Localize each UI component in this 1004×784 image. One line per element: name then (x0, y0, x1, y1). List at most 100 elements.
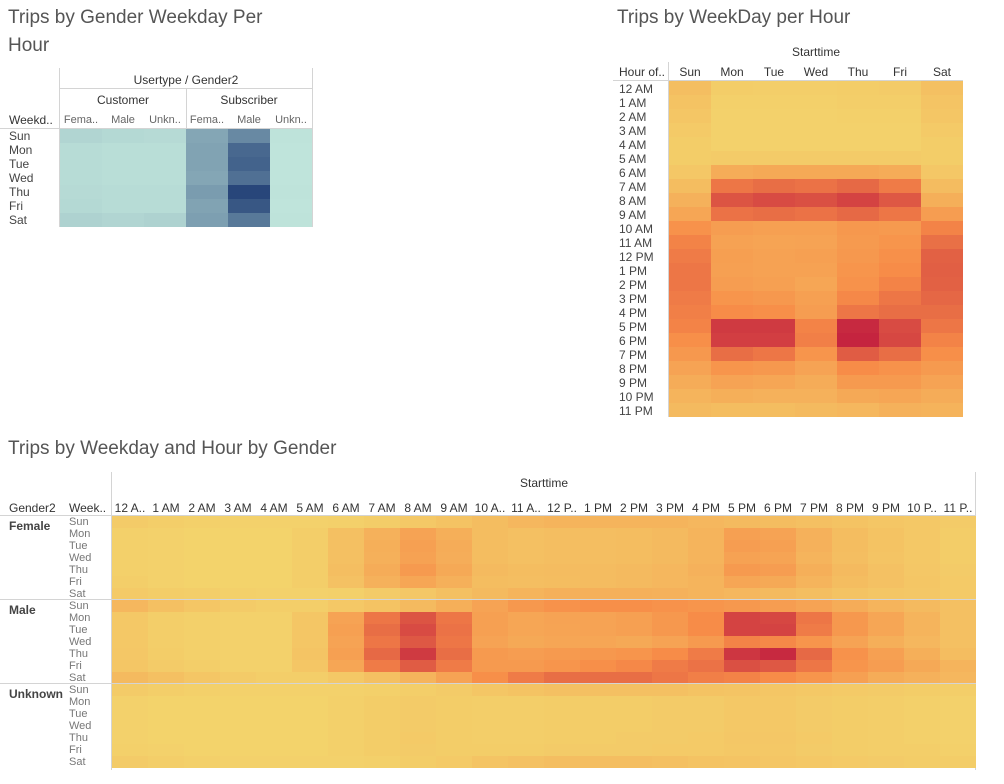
chart1-divider (60, 88, 312, 89)
chart3-cell (364, 588, 400, 600)
chart1-cell (102, 129, 144, 143)
chart3-row-label: Sat (69, 588, 86, 600)
chart2-cell (837, 137, 879, 151)
chart3-cell (652, 540, 688, 552)
chart2-row-label: 12 AM (619, 82, 654, 96)
chart3-cell (580, 744, 616, 756)
chart3-cell (472, 540, 508, 552)
chart3-cell (472, 696, 508, 708)
chart2-row-label: 1 AM (619, 96, 647, 110)
chart3-cell (940, 564, 976, 576)
chart3-cell (688, 612, 724, 624)
chart3-cell (220, 732, 256, 744)
chart3-cell (220, 756, 256, 768)
chart3-row-label: Fri (69, 660, 82, 672)
chart3-cell (148, 564, 184, 576)
chart2-cell (879, 151, 921, 165)
chart2-col-label: Thu (847, 65, 869, 79)
chart3-cell (868, 756, 904, 768)
chart3-cell (220, 552, 256, 564)
chart2-divider (668, 62, 669, 417)
chart2-cell (879, 403, 921, 417)
chart2-cell (753, 403, 795, 417)
chart2-cell (753, 193, 795, 207)
chart1-col-label: Unkn.. (275, 114, 307, 126)
chart3-cell (652, 528, 688, 540)
chart2-cell (669, 109, 711, 123)
chart3-cell (364, 612, 400, 624)
chart3-cell (724, 732, 760, 744)
chart3-cell (112, 684, 148, 696)
chart2-cell (879, 165, 921, 179)
chart3-cell (688, 588, 724, 600)
chart3-cell (112, 732, 148, 744)
chart3-cell (580, 696, 616, 708)
chart3-cell (184, 588, 220, 600)
chart2-cell (795, 347, 837, 361)
chart2-cell (879, 389, 921, 403)
chart3-cell (364, 552, 400, 564)
chart2-cell (879, 263, 921, 277)
chart3-cell (688, 564, 724, 576)
chart2-cell (921, 305, 963, 319)
chart2-cell (921, 333, 963, 347)
chart1-row-label: Mon (9, 143, 33, 157)
chart3-cell (148, 660, 184, 672)
chart3-cell (904, 600, 940, 612)
chart3-cell (580, 588, 616, 600)
chart3-row-label: Fri (69, 576, 82, 588)
chart3-cell (796, 696, 832, 708)
chart3-cell (148, 672, 184, 684)
chart3-cell (904, 660, 940, 672)
chart3-cell (616, 696, 652, 708)
chart1-col-label: Male (237, 114, 261, 126)
chart2-cell (711, 403, 753, 417)
chart3-cell (904, 672, 940, 684)
chart3-cell (652, 564, 688, 576)
chart3-cell (112, 708, 148, 720)
chart2-cell (669, 277, 711, 291)
chart3-cell (112, 744, 148, 756)
chart2-cell (837, 319, 879, 333)
chart3-cell (760, 672, 796, 684)
chart3-cell (508, 528, 544, 540)
chart3-cell (868, 732, 904, 744)
chart3-cell (724, 588, 760, 600)
chart3-col-label: 4 PM (691, 501, 720, 515)
chart3-cell (544, 756, 580, 768)
chart3-cell (148, 624, 184, 636)
chart1-cell (228, 199, 270, 213)
chart3-cell (544, 660, 580, 672)
chart2-cell (753, 81, 795, 95)
chart2-cell (711, 151, 753, 165)
chart1-cell (270, 171, 312, 185)
chart3-cell (112, 624, 148, 636)
chart3-cell (760, 576, 796, 588)
chart3-cell (508, 564, 544, 576)
chart2-cell (795, 291, 837, 305)
chart3-cell (796, 588, 832, 600)
chart3-cell (544, 516, 580, 528)
chart3-cell (580, 672, 616, 684)
chart3-cell (112, 696, 148, 708)
chart3-cell (436, 612, 472, 624)
chart3-cell (868, 720, 904, 732)
chart3-cell (184, 672, 220, 684)
chart3-cell (472, 624, 508, 636)
chart3-cell (904, 684, 940, 696)
chart2-cell (879, 193, 921, 207)
chart3-cell (184, 660, 220, 672)
chart1-cell (144, 129, 186, 143)
chart2-cell (669, 319, 711, 333)
chart3-cell (364, 660, 400, 672)
chart2-cell (879, 235, 921, 249)
chart3-cell (256, 564, 292, 576)
chart3-cell (364, 564, 400, 576)
chart3-cell (220, 576, 256, 588)
chart3-cell (400, 684, 436, 696)
chart3-cell (328, 516, 364, 528)
chart3-cell (148, 744, 184, 756)
chart2-cell (879, 277, 921, 291)
chart2-cell (753, 333, 795, 347)
chart1-cell (186, 199, 228, 213)
